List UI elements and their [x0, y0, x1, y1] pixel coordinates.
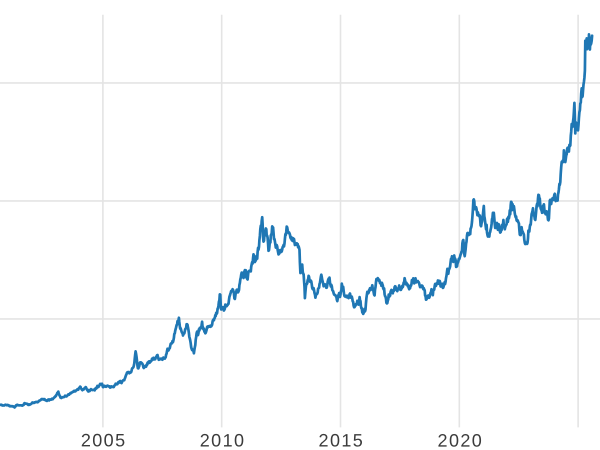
svg-text:2005: 2005 — [81, 430, 127, 450]
svg-text:2015: 2015 — [319, 431, 365, 450]
svg-text:2010: 2010 — [200, 430, 246, 450]
svg-text:2020: 2020 — [438, 431, 484, 450]
